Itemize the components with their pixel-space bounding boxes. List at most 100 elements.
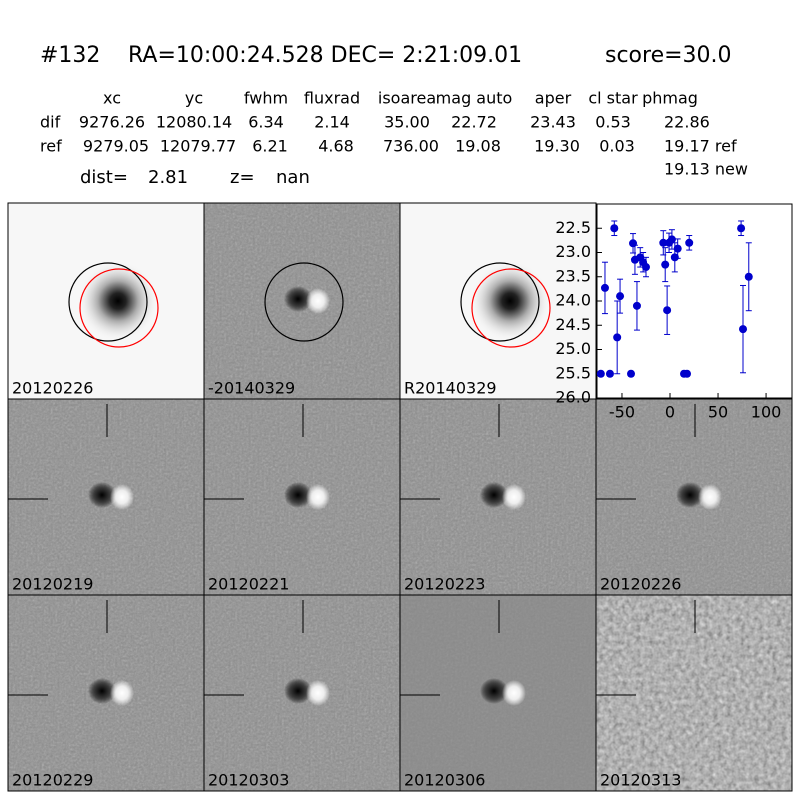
table-cell: 22.86 xyxy=(664,113,710,132)
point xyxy=(596,369,605,378)
point xyxy=(670,253,679,262)
table-cell: 736.00 xyxy=(383,137,439,156)
column-header: xc xyxy=(103,89,121,108)
table-cell: 2.14 xyxy=(314,113,350,132)
point xyxy=(616,292,625,301)
row-label: dif xyxy=(40,113,61,132)
y-tick-label: 22.5 xyxy=(555,218,591,237)
table-cell: 12080.14 xyxy=(156,113,232,132)
point xyxy=(600,283,609,292)
x-tick-label: -50 xyxy=(609,403,635,422)
point xyxy=(667,235,676,244)
panel-label: 20120306 xyxy=(404,771,485,790)
table-cell: 0.53 xyxy=(595,113,631,132)
neg-lobe xyxy=(88,678,116,704)
ref-circle xyxy=(264,262,344,342)
pos-lobe xyxy=(306,484,330,510)
point xyxy=(613,333,622,342)
y-tick-label: 23.0 xyxy=(555,242,591,261)
ref-circle xyxy=(68,262,148,342)
panel-label: -20140329 xyxy=(208,379,295,398)
table-cell: 0.03 xyxy=(599,137,635,156)
panel-label: 20120221 xyxy=(208,575,289,594)
score: score=30.0 xyxy=(605,43,732,68)
panel-label: 20120223 xyxy=(404,575,485,594)
table-cell: 6.21 xyxy=(252,137,288,156)
point xyxy=(685,238,694,247)
point xyxy=(663,306,672,315)
y-tick-label: 25.5 xyxy=(555,363,591,382)
phmag-new: 19.13 new xyxy=(664,160,748,179)
new-circle xyxy=(471,268,551,348)
y-tick-label: 23.5 xyxy=(555,266,591,285)
point xyxy=(627,369,636,378)
table-cell: 4.68 xyxy=(318,137,354,156)
column-header: isoarea xyxy=(378,89,436,108)
point xyxy=(683,369,692,378)
panel-label: 20120303 xyxy=(208,771,289,790)
point xyxy=(629,239,638,248)
y-tick-label: 24.0 xyxy=(555,291,591,310)
table-cell: 19.17 ref xyxy=(664,137,737,156)
table-cell: 9276.26 xyxy=(79,113,145,132)
table-cell: 35.00 xyxy=(384,113,430,132)
point xyxy=(610,224,619,233)
column-header: aper xyxy=(535,89,572,108)
point xyxy=(661,260,670,269)
panel-label: 20120229 xyxy=(12,771,93,790)
dist-value: 2.81 xyxy=(148,167,188,188)
pos-lobe xyxy=(306,680,330,706)
ref-circle xyxy=(460,262,540,342)
z-value: nan xyxy=(276,167,310,188)
new-circle xyxy=(79,268,159,348)
x-tick-label: 50 xyxy=(708,403,728,422)
row-label: ref xyxy=(40,137,62,156)
dist-label: dist= xyxy=(80,167,128,188)
x-tick-label: 0 xyxy=(665,403,675,422)
point xyxy=(641,263,650,272)
column-header: mag auto xyxy=(436,89,513,108)
neg-lobe xyxy=(480,678,508,704)
pos-lobe xyxy=(502,484,526,510)
column-header: yc xyxy=(185,89,203,108)
panel-label: 20120226 xyxy=(12,379,93,398)
point xyxy=(737,224,746,233)
neg-lobe xyxy=(284,286,312,312)
table-cell: 6.34 xyxy=(248,113,284,132)
table-cell: 12079.77 xyxy=(160,137,236,156)
table-cell: 22.72 xyxy=(451,113,497,132)
point xyxy=(605,369,614,378)
pos-lobe xyxy=(110,680,134,706)
point xyxy=(632,301,641,310)
panel-label: 20120219 xyxy=(12,575,93,594)
noise xyxy=(596,595,792,791)
pos-lobe xyxy=(698,484,722,510)
point xyxy=(744,272,753,281)
point xyxy=(739,325,748,334)
object-id: #132 xyxy=(40,43,100,68)
panel-label: 20120313 xyxy=(600,771,681,790)
neg-lobe xyxy=(284,482,312,508)
y-tick-label: 24.5 xyxy=(555,315,591,334)
column-header: phmag xyxy=(642,89,698,108)
column-header: cl star xyxy=(588,89,638,108)
neg-lobe xyxy=(676,482,704,508)
y-tick-label: 25.0 xyxy=(555,339,591,358)
panel-frame xyxy=(595,594,793,792)
neg-lobe xyxy=(480,482,508,508)
panel-label: 20120226 xyxy=(600,575,681,594)
x-tick-label: 100 xyxy=(751,403,782,422)
point xyxy=(673,244,682,253)
coordinates: RA=10:00:24.528 DEC= 2:21:09.01 xyxy=(128,43,522,68)
column-header: fwhm xyxy=(244,89,288,108)
source xyxy=(78,261,158,341)
neg-lobe xyxy=(88,482,116,508)
pos-lobe xyxy=(502,680,526,706)
pos-lobe xyxy=(306,288,330,314)
panel-label: R20140329 xyxy=(404,379,497,398)
neg-lobe xyxy=(284,678,312,704)
source xyxy=(470,261,550,341)
table-cell: 9279.05 xyxy=(83,137,149,156)
table-cell: 23.43 xyxy=(530,113,576,132)
